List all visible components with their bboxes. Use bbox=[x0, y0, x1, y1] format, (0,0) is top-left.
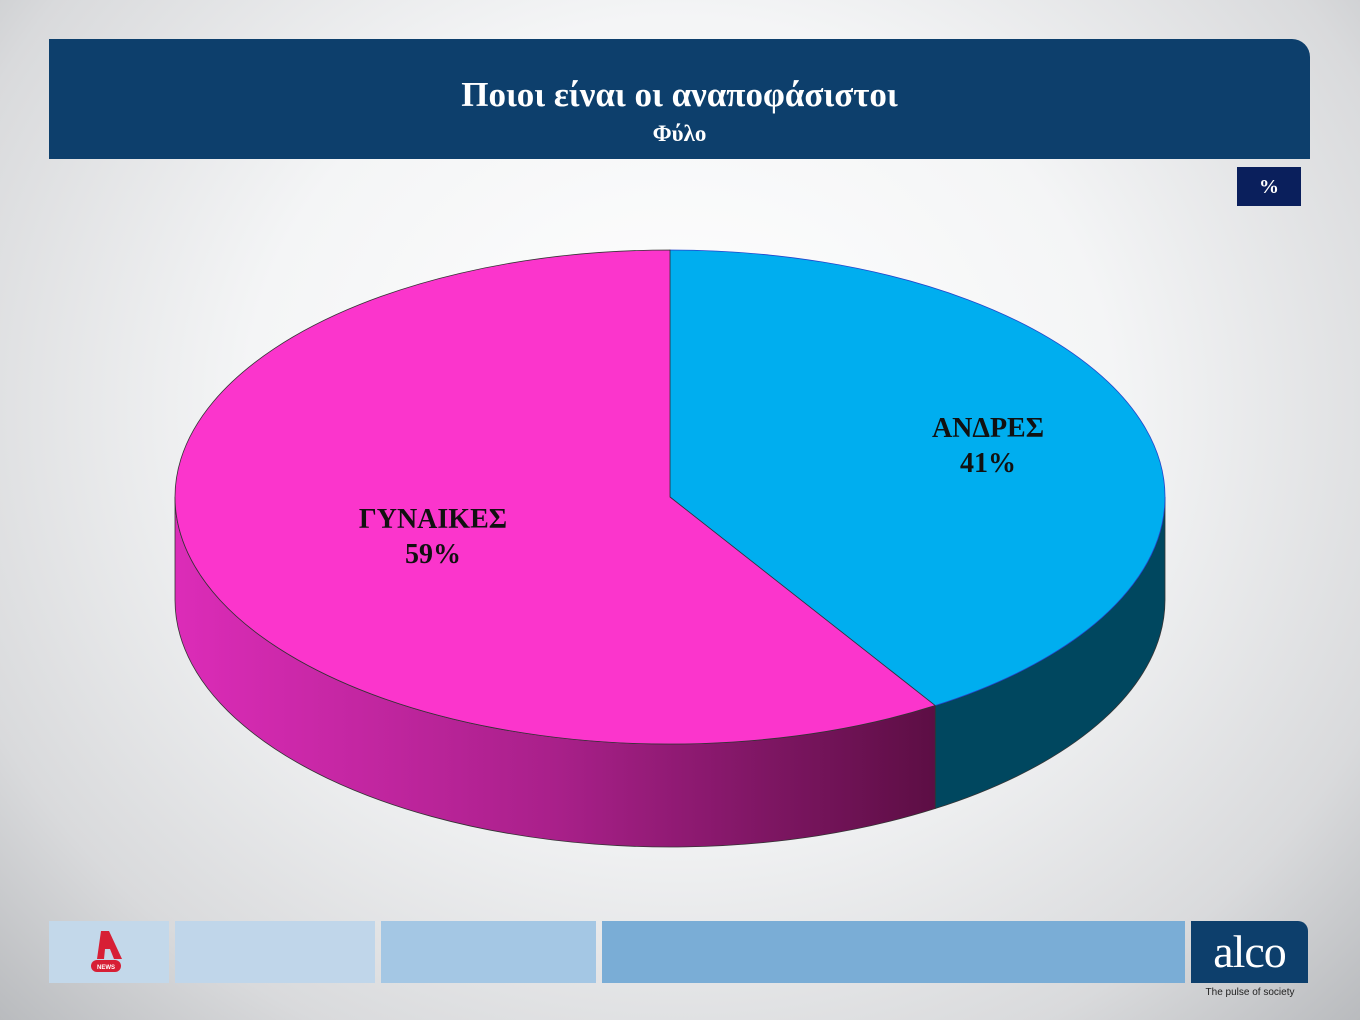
svg-text:NEWS: NEWS bbox=[97, 965, 115, 971]
news-logo-panel: NEWS bbox=[49, 921, 169, 983]
slice-value-0: 41% bbox=[960, 448, 1016, 479]
alco-tagline: The pulse of society bbox=[1205, 987, 1295, 998]
pie-slice-1 bbox=[174, 249, 937, 745]
pie-slice-0 bbox=[669, 249, 1166, 706]
footer-bar-3 bbox=[602, 921, 1185, 983]
footer-bar-1 bbox=[175, 921, 375, 983]
slice-label-0: ΑΝΔΡΕΣ bbox=[932, 413, 1044, 444]
slice-label-1: ΓΥΝΑΙΚΕΣ bbox=[359, 504, 507, 535]
chart-subtitle: Φύλο bbox=[652, 121, 707, 146]
title-banner: Ποιοι είναι οι αναποφάσιστοι Φύλο bbox=[49, 39, 1310, 159]
unit-badge: % bbox=[1237, 167, 1301, 206]
a-news-logo: NEWS bbox=[91, 931, 122, 972]
alco-logo: alco bbox=[1191, 921, 1308, 983]
slice-value-1: 59% bbox=[405, 539, 461, 570]
footer-bar-2 bbox=[381, 921, 596, 983]
chart-title: Ποιοι είναι οι αναποφάσιστοι bbox=[461, 75, 898, 114]
